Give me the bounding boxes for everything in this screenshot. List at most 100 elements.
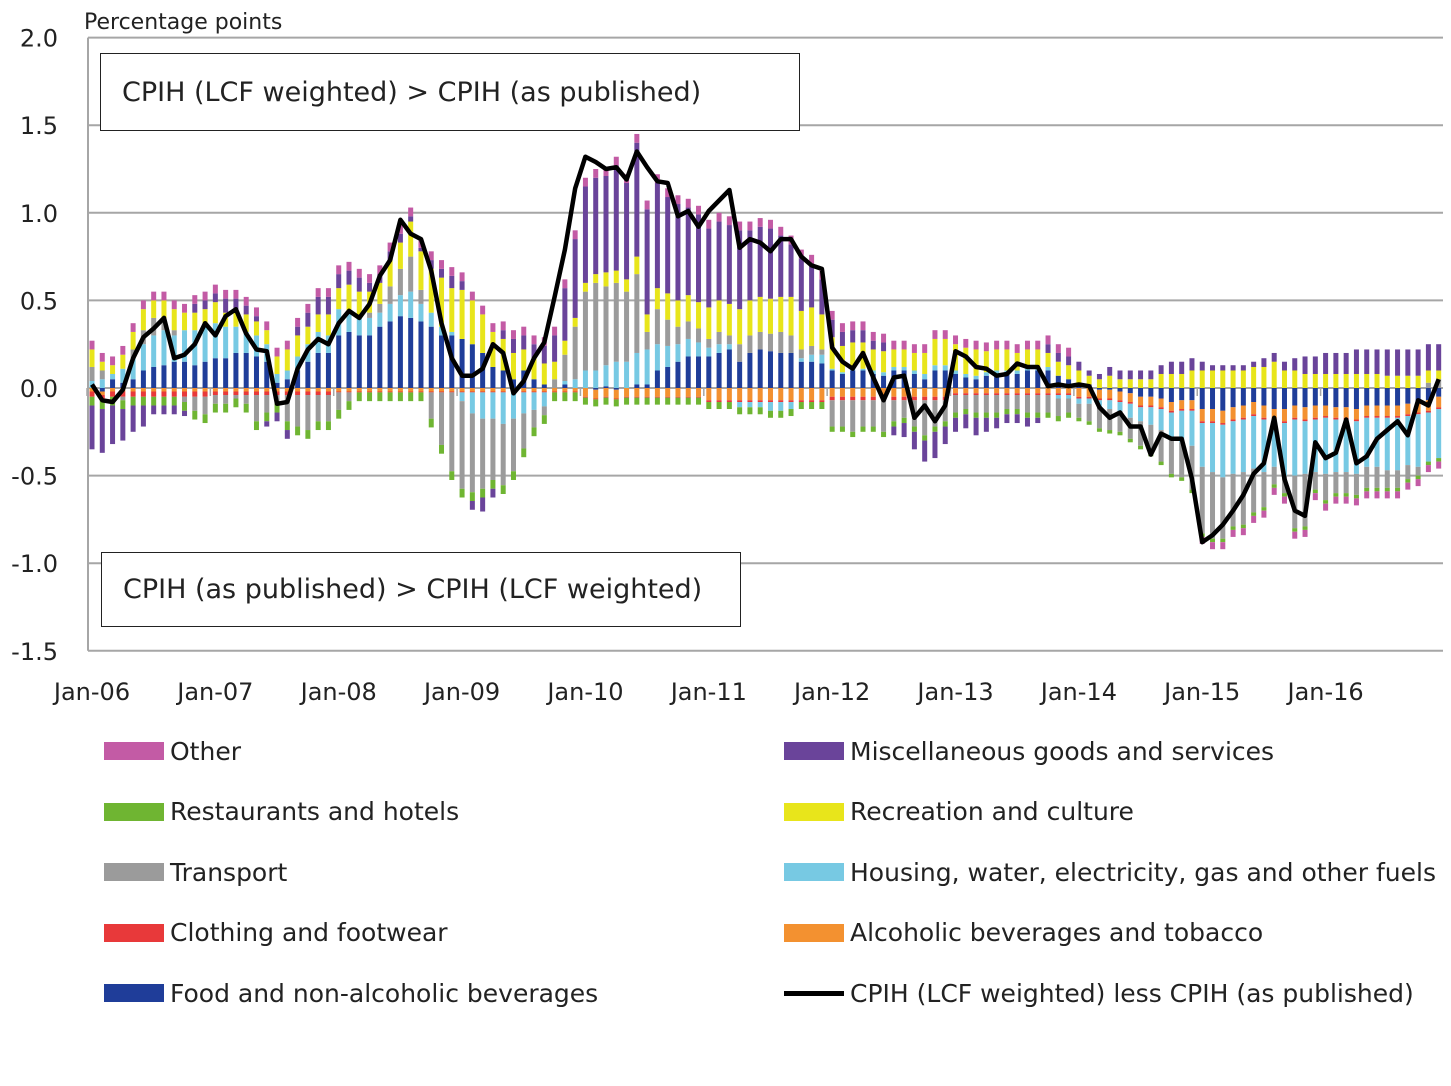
bar-segment-miscellaneous-goods-and-services [1240, 365, 1246, 371]
bar-segment-recreation-and-culture [1127, 379, 1133, 388]
bar-segment-transport [1004, 395, 1010, 410]
bar-segment-housing-water-electricity-gas-and-other-fuels [1158, 409, 1164, 431]
bar-segment-other [1024, 340, 1030, 350]
bar-segment-restaurants-and-hotels [120, 400, 126, 410]
bar-segment-restaurants-and-hotels [953, 412, 959, 418]
bar-segment-transport [408, 256, 414, 292]
bar-segment-housing-water-electricity-gas-and-other-fuels [1261, 419, 1267, 473]
bar-segment-housing-water-electricity-gas-and-other-fuels [1353, 421, 1359, 474]
bar-segment-miscellaneous-goods-and-services [1199, 361, 1205, 371]
bar-segment-recreation-and-culture [562, 340, 568, 355]
bar-segment-miscellaneous-goods-and-services [480, 497, 486, 512]
bar-segment-food-and-non-alcoholic-beverages [593, 388, 599, 390]
bar-segment-clothing-and-footwear [1055, 393, 1061, 396]
bar-segment-food-and-non-alcoholic-beverages [171, 361, 177, 388]
bar-segment-miscellaneous-goods-and-services [891, 426, 897, 436]
bar-segment-miscellaneous-goods-and-services [839, 331, 845, 346]
bar-segment-housing-water-electricity-gas-and-other-fuels [953, 370, 959, 374]
legend-swatch [784, 923, 844, 942]
bar-segment-alcoholic-beverages-and-tobacco [1374, 405, 1380, 417]
bar-segment-other [315, 288, 321, 297]
bar-segment-restaurants-and-hotels [644, 397, 650, 405]
bar-segment-transport [428, 392, 434, 419]
bar-segment-alcoholic-beverages-and-tobacco [480, 388, 486, 392]
bar-segment-clothing-and-footwear [994, 393, 1000, 396]
bar-segment-alcoholic-beverages-and-tobacco [315, 388, 321, 392]
bar-segment-miscellaneous-goods-and-services [1127, 370, 1133, 380]
bar-segment-other [675, 195, 681, 205]
bar-segment-food-and-non-alcoholic-beverages [1035, 370, 1041, 388]
bar-segment-alcoholic-beverages-and-tobacco [850, 388, 856, 397]
bar-segment-miscellaneous-goods-and-services [264, 421, 270, 427]
bar-segment-food-and-non-alcoholic-beverages [1096, 388, 1102, 390]
bar-segment-food-and-non-alcoholic-beverages [1312, 388, 1318, 406]
bar-segment-alcoholic-beverages-and-tobacco [1158, 398, 1164, 408]
bar-segment-miscellaneous-goods-and-services [1179, 361, 1185, 374]
bar-segment-recreation-and-culture [1158, 373, 1164, 388]
bar-segment-housing-water-electricity-gas-and-other-fuels [1220, 424, 1226, 478]
bar-segment-other [428, 251, 434, 261]
bar-segment-housing-water-electricity-gas-and-other-fuels [202, 326, 208, 362]
bar-segment-food-and-non-alcoholic-beverages [469, 344, 475, 388]
bar-segment-other [922, 344, 928, 353]
bar-segment-recreation-and-culture [1230, 370, 1236, 388]
bar-segment-alcoholic-beverages-and-tobacco [706, 388, 712, 401]
bar-segment-clothing-and-footwear [1158, 407, 1164, 410]
bar-segment-other [901, 340, 907, 350]
bar-segment-housing-water-electricity-gas-and-other-fuels [243, 331, 249, 353]
legend-label: Recreation and culture [850, 797, 1134, 826]
bar-segment-restaurants-and-hotels [1210, 538, 1216, 543]
bar-segment-recreation-and-culture [387, 260, 393, 287]
bar-segment-restaurants-and-hotels [994, 412, 1000, 418]
bar-segment-food-and-non-alcoholic-beverages [1220, 388, 1226, 411]
bar-segment-clothing-and-footwear [1323, 416, 1329, 418]
bar-segment-food-and-non-alcoholic-beverages [212, 358, 218, 388]
bar-segment-clothing-and-footwear [850, 396, 856, 401]
bar-segment-miscellaneous-goods-and-services [253, 316, 259, 322]
bar-segment-housing-water-electricity-gas-and-other-fuels [1343, 419, 1349, 473]
bar-segment-food-and-non-alcoholic-beverages [531, 379, 537, 388]
bar-segment-recreation-and-culture [439, 277, 445, 327]
bar-segment-other [562, 279, 568, 289]
bar-segment-food-and-non-alcoholic-beverages [603, 386, 609, 388]
bar-segment-miscellaneous-goods-and-services [726, 225, 732, 304]
bar-segment-transport [1117, 410, 1123, 432]
bar-segment-transport [1251, 468, 1257, 513]
bar-segment-miscellaneous-goods-and-services [1066, 356, 1072, 366]
bar-segment-clothing-and-footwear [706, 400, 712, 403]
bar-segment-recreation-and-culture [1168, 373, 1174, 388]
bar-segment-miscellaneous-goods-and-services [140, 405, 146, 427]
bar-segment-alcoholic-beverages-and-tobacco [140, 388, 146, 392]
bar-segment-clothing-and-footwear [212, 391, 218, 396]
bar-segment-food-and-non-alcoholic-beverages [1014, 373, 1020, 388]
bar-segment-housing-water-electricity-gas-and-other-fuels [346, 310, 352, 332]
bar-segment-transport [1323, 473, 1329, 501]
bar-segment-restaurants-and-hotels [552, 392, 558, 402]
bar-segment-restaurants-and-hotels [757, 407, 763, 415]
bar-segment-miscellaneous-goods-and-services [336, 274, 342, 289]
bar-segment-miscellaneous-goods-and-services [1405, 349, 1411, 376]
bar-segment-miscellaneous-goods-and-services [367, 282, 373, 292]
bar-segment-housing-water-electricity-gas-and-other-fuels [881, 372, 887, 376]
bar-segment-housing-water-electricity-gas-and-other-fuels [521, 392, 527, 414]
bar-segment-restaurants-and-hotels [500, 485, 506, 494]
bar-segment-restaurants-and-hotels [1138, 445, 1144, 450]
bar-segment-recreation-and-culture [151, 300, 157, 318]
bar-segment-transport [747, 335, 753, 353]
bar-segment-housing-water-electricity-gas-and-other-fuels [1127, 403, 1133, 418]
bar-segment-other [953, 335, 959, 345]
bar-segment-miscellaneous-goods-and-services [572, 239, 578, 318]
bar-segment-alcoholic-beverages-and-tobacco [911, 388, 917, 397]
bar-segment-miscellaneous-goods-and-services [182, 410, 188, 417]
bar-segment-transport [541, 406, 547, 416]
bar-segment-clothing-and-footwear [325, 391, 331, 396]
bar-segment-other [500, 321, 506, 331]
legend-item: Other [104, 736, 241, 766]
bar-segment-transport [1158, 430, 1164, 462]
bar-segment-other [1374, 491, 1380, 499]
bar-segment-restaurants-and-hotels [1158, 461, 1164, 466]
bar-segment-housing-water-electricity-gas-and-other-fuels [182, 330, 188, 362]
bar-segment-other [1364, 491, 1370, 499]
bar-segment-housing-water-electricity-gas-and-other-fuels [89, 380, 95, 388]
